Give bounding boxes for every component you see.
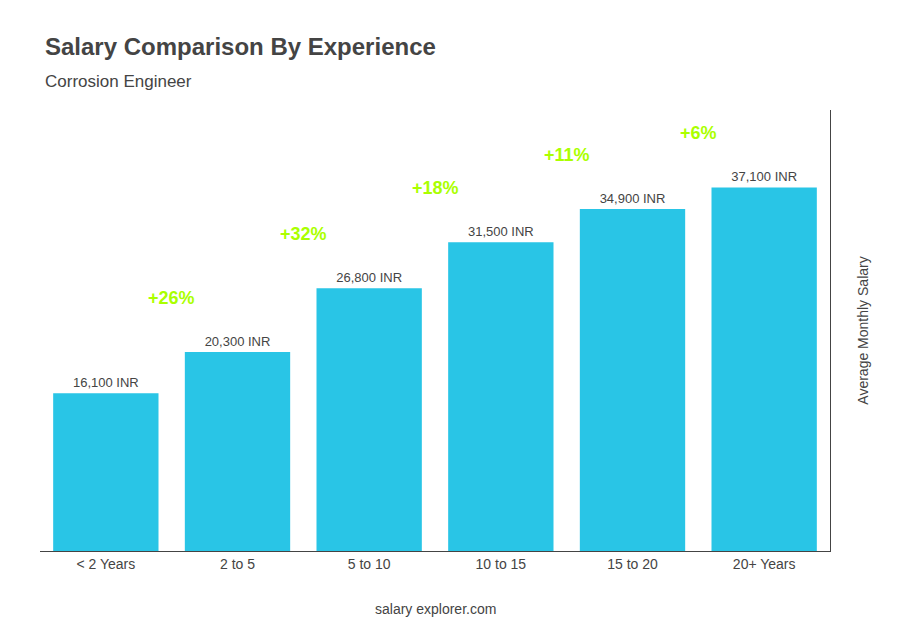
svg-text:34,900 INR: 34,900 INR — [600, 191, 666, 206]
svg-text:< 2 Years: < 2 Years — [76, 556, 135, 572]
svg-text:31,500 INR: 31,500 INR — [468, 224, 534, 239]
svg-text:10 to 15: 10 to 15 — [476, 556, 527, 572]
svg-text:+18%: +18% — [412, 178, 459, 198]
svg-text:+32%: +32% — [280, 224, 327, 244]
svg-text:+11%: +11% — [544, 145, 590, 165]
svg-text:37,100 INR: 37,100 INR — [731, 169, 797, 184]
svg-text:26,800 INR: 26,800 INR — [336, 270, 402, 285]
svg-text:+6%: +6% — [680, 123, 717, 143]
svg-text:Average Monthly Salary: Average Monthly Salary — [855, 256, 871, 404]
svg-text:15 to 20: 15 to 20 — [607, 556, 658, 572]
svg-text:Salary Comparison By Experienc: Salary Comparison By Experience — [45, 33, 436, 60]
svg-text:5 to 10: 5 to 10 — [348, 556, 391, 572]
svg-text:16,100 INR: 16,100 INR — [73, 375, 139, 390]
svg-text:20,300 INR: 20,300 INR — [205, 334, 271, 349]
svg-text:+26%: +26% — [148, 288, 195, 308]
svg-text:Corrosion Engineer: Corrosion Engineer — [45, 72, 192, 91]
svg-text:2 to 5: 2 to 5 — [220, 556, 255, 572]
svg-text:salary explorer.com: salary explorer.com — [375, 601, 496, 617]
svg-text:20+ Years: 20+ Years — [733, 556, 796, 572]
